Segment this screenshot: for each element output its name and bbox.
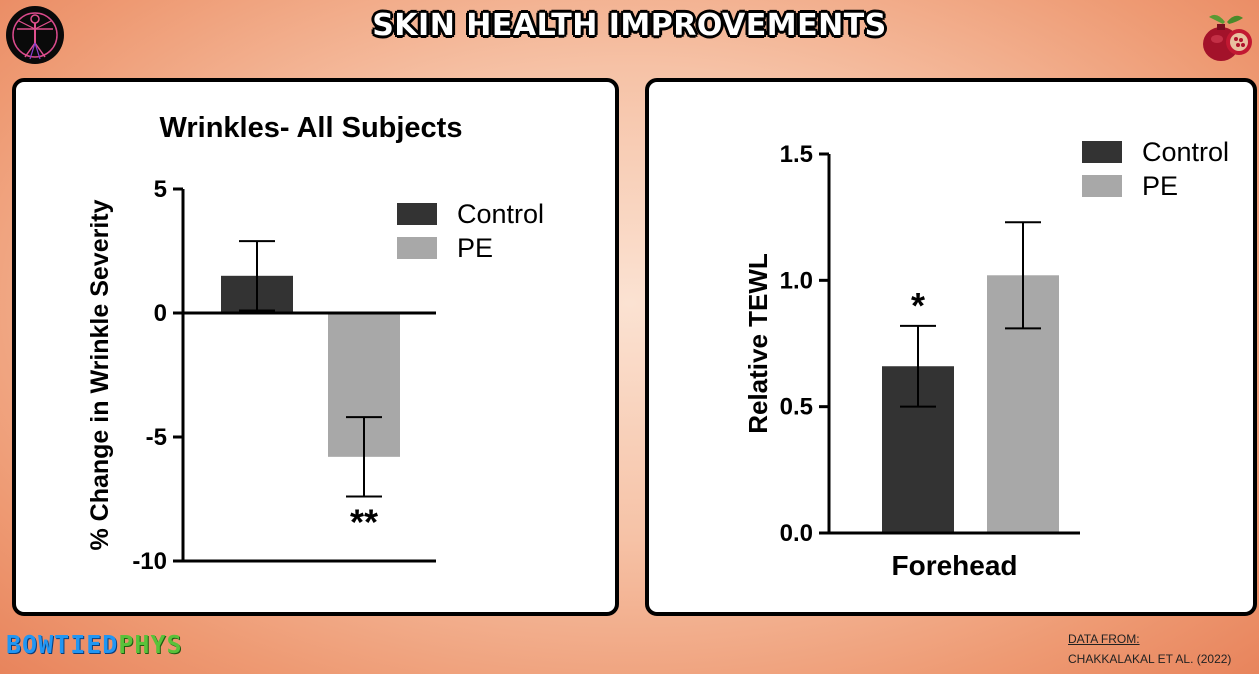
pomegranate-icon [1197,8,1255,66]
tewl-legend-swatch-control [1082,141,1122,163]
tewl-y-axis-label: Relative TEWL [743,253,773,434]
data-source: DATA FROM: CHAKKALAKAL ET AL. (2022) [1068,632,1231,666]
wrinkles-legend-label-pe: PE [457,233,493,263]
wrinkles-y-tick-label: -5 [146,424,167,451]
tewl-chart-panel: Relative TEWL 1.5 1.0 0.5 0.0 * Forehead Contro… [645,78,1257,616]
wrinkles-y-axis-label: % Change in Wrinkle Severity [86,199,114,550]
wrinkles-y-tick-label: 0 [154,300,167,327]
vitruvian-logo-icon [5,5,65,65]
page-title: SKIN HEALTH IMPROVEMENTS [372,8,887,43]
tewl-legend-swatch-pe [1082,175,1122,197]
tewl-y-tick-label: 1.5 [780,141,813,168]
source-label: DATA FROM: [1068,632,1140,646]
tewl-significance-control: * [911,285,925,326]
brand-part-1: BOWTIED [6,630,119,659]
tewl-legend-label-control: Control [1142,137,1229,167]
tewl-y-tick-label: 1.0 [780,267,813,294]
wrinkles-legend-swatch-pe [397,237,437,259]
tewl-y-tick-label: 0.0 [780,520,813,547]
wrinkles-legend-swatch-control [397,203,437,225]
wrinkles-legend-label-control: Control [457,199,544,229]
wrinkles-significance-pe: ** [350,502,378,543]
wrinkles-chart-panel: Wrinkles- All Subjects % Change in Wrinkl… [12,78,619,616]
tewl-y-tick-label: 0.5 [780,394,813,421]
wrinkles-y-tick-label: -10 [132,548,167,575]
brand-part-2: PHYS [118,630,183,659]
wrinkles-y-tick-label: 5 [154,176,167,203]
source-citation: CHAKKALAKAL ET AL. (2022) [1068,652,1232,666]
wrinkles-title: Wrinkles- All Subjects [160,112,463,144]
brand-logo: BOWTIEDPHYS [6,630,183,659]
tewl-chart: Relative TEWL 1.5 1.0 0.5 0.0 * Forehead Contro… [743,137,1229,581]
wrinkles-chart: Wrinkles- All Subjects % Change in Wrinkl… [86,112,544,575]
tewl-x-axis-label: Forehead [891,550,1017,581]
tewl-legend-label-pe: PE [1142,171,1178,201]
